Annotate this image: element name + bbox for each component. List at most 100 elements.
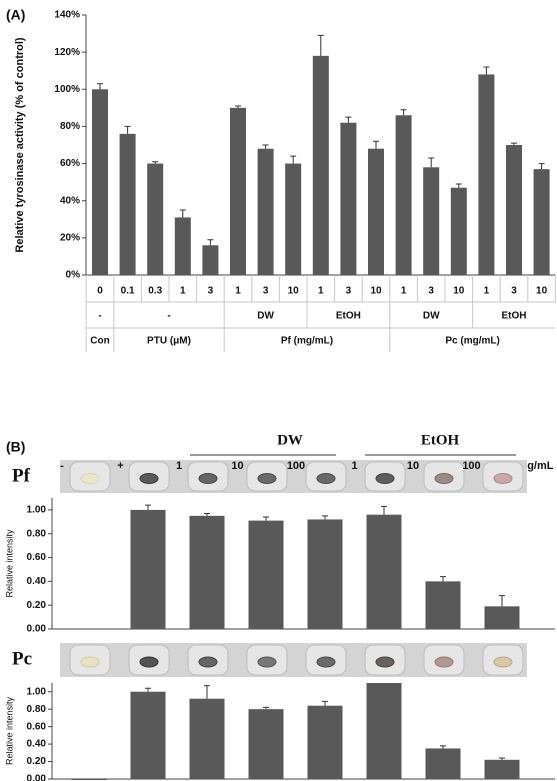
solvent-label: DW (257, 311, 274, 322)
group-label: Pf (mg/mL) (281, 336, 333, 347)
error-bar (345, 117, 351, 123)
x-tick-label: 1 (180, 286, 186, 297)
bar (367, 515, 402, 629)
panel-label: (B) (6, 439, 25, 455)
y-tick-label: 0% (66, 270, 81, 281)
error-bar (401, 110, 407, 116)
tube-pellet (199, 657, 217, 667)
y-tick-label: 0.40 (27, 739, 47, 750)
bar (368, 149, 384, 275)
bar (396, 115, 412, 275)
error-bar (152, 162, 158, 164)
panel-label: (A) (6, 7, 25, 23)
bar (175, 217, 191, 275)
tube-pellet (81, 657, 99, 667)
error-bar (499, 758, 505, 760)
y-tick-label: 60% (60, 158, 80, 169)
x-tick-label: 10 (536, 286, 548, 297)
error-bar (381, 506, 387, 514)
error-bar (440, 746, 446, 749)
tube-pellet (435, 657, 453, 667)
x-tick-label: 1 (401, 286, 407, 297)
x-tick-label: 1 (484, 286, 490, 297)
solvent-label: DW (423, 311, 440, 322)
error-bar (263, 707, 269, 709)
x-tick-label: 1 (318, 286, 324, 297)
column-label: 10 (231, 460, 243, 472)
error-bar (539, 164, 545, 170)
y-tick-label: 0.20 (27, 756, 47, 767)
error-bar (456, 184, 462, 188)
group-label: PTU (μM) (147, 336, 191, 347)
error-bar (322, 701, 328, 705)
tube-pellet (317, 474, 335, 484)
y-axis-label: Relative tyrosinase activity (% of contr… (14, 37, 26, 253)
y-axis-label: Relative intensity (4, 529, 14, 598)
bar (249, 709, 284, 779)
solvent-label: EtOH (502, 311, 527, 322)
y-tick-label: 0.60 (27, 552, 47, 563)
error-bar (499, 596, 505, 607)
photo-strips (60, 460, 527, 677)
error-bar (263, 517, 269, 521)
y-tick-label: 0.00 (27, 774, 47, 781)
x-tick-label: 3 (511, 286, 517, 297)
y-axis-label: Relative intensity (4, 696, 14, 765)
bar (340, 123, 356, 275)
x-tick-label: 10 (370, 286, 382, 297)
y-tick-label: 0.80 (27, 528, 47, 539)
tube-pellet (435, 474, 453, 484)
bar (92, 89, 108, 275)
error-bar (145, 505, 151, 510)
y-tick-label: 40% (60, 195, 80, 206)
bar (485, 760, 520, 779)
tube-pellet (494, 474, 512, 484)
error-bar (263, 145, 269, 149)
bar (230, 108, 246, 275)
error-bar (235, 106, 241, 108)
error-bar (204, 513, 210, 515)
tube-pellet (376, 474, 394, 484)
row-label: Pc (12, 648, 32, 669)
column-label: 10 (407, 460, 419, 472)
error-bar (145, 688, 151, 691)
group-label: Con (90, 336, 109, 347)
bar (131, 510, 166, 629)
x-tick-label: 3 (263, 286, 269, 297)
bar (534, 169, 550, 275)
bar (285, 164, 301, 275)
bar (451, 188, 467, 275)
bar (72, 779, 107, 780)
group-header: EtOH (421, 432, 460, 448)
y-tick-label: 0.40 (27, 576, 47, 587)
y-tick-label: 120% (54, 47, 80, 58)
x-tick-label: 3 (208, 286, 214, 297)
row-label: Pf (12, 465, 31, 486)
solvent-label: EtOH (336, 311, 361, 322)
bar (120, 134, 136, 275)
column-label: - (60, 460, 64, 472)
error-bar (97, 84, 103, 90)
bar (308, 706, 343, 779)
error-bar (483, 67, 489, 74)
y-tick-label: 80% (60, 121, 80, 132)
bar (131, 692, 166, 779)
error-bar (204, 686, 210, 699)
bar (506, 145, 522, 275)
bar (190, 699, 225, 779)
column-label: + (117, 460, 123, 472)
error-bar (428, 158, 434, 167)
error-bar (373, 141, 379, 148)
bar (367, 683, 402, 779)
solvent-label: - (167, 311, 170, 322)
group-label: Pc (mg/mL) (445, 336, 499, 347)
figure: (A) (B) DW EtOH μg/mL Pf Pc -+1101001101… (0, 0, 557, 781)
tube-pellet (81, 474, 99, 484)
tube-pellet (317, 657, 335, 667)
tube-pellet (258, 657, 276, 667)
tube-pellet (199, 474, 217, 484)
tube-pellet (258, 474, 276, 484)
bar (147, 164, 163, 275)
x-tick-label: 10 (453, 286, 465, 297)
bar (426, 748, 461, 779)
